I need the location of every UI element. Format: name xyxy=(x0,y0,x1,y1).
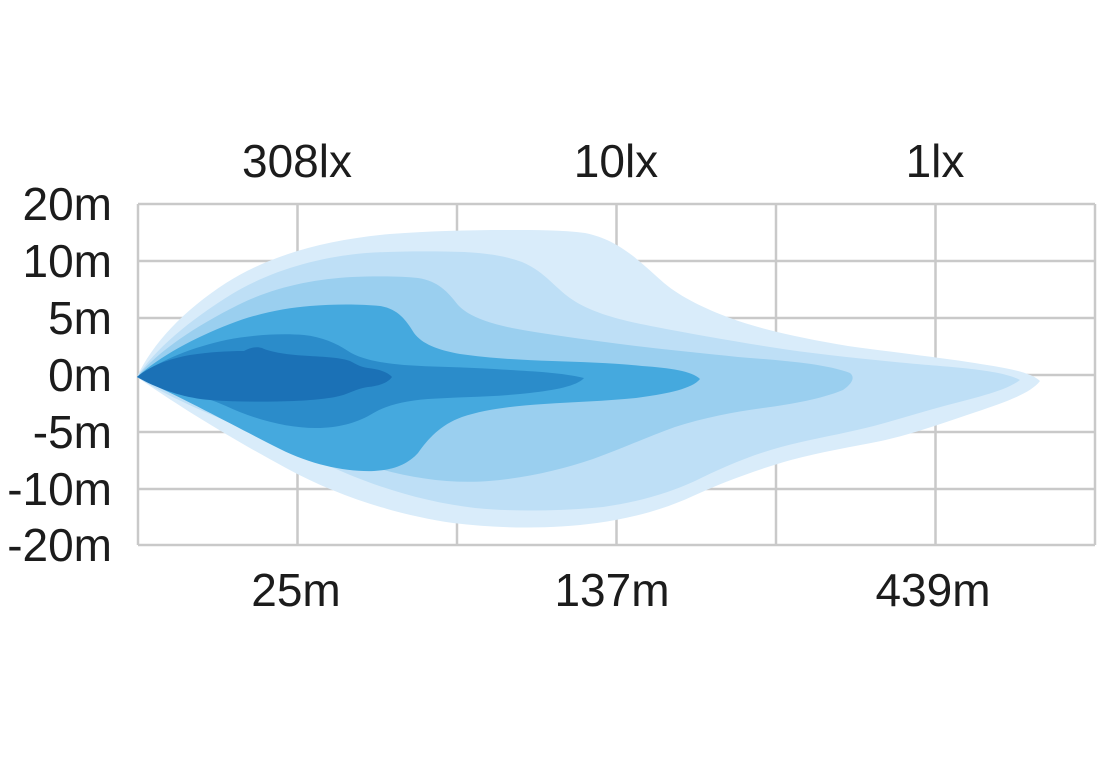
bottom-axis-label-137m: 137m xyxy=(554,564,669,616)
bottom-axis-label-439m: 439m xyxy=(875,564,990,616)
beam-contour-6-core xyxy=(137,347,392,402)
left-axis-label-10m: 10m xyxy=(23,235,112,287)
left-axis-labels: 20m 10m 5m 0m -5m -10m -20m xyxy=(7,178,112,571)
left-axis-label-5m: 5m xyxy=(48,292,112,344)
bottom-axis-label-25m: 25m xyxy=(251,564,340,616)
left-axis-label-neg5m: -5m xyxy=(33,406,112,458)
left-axis-label-neg20m: -20m xyxy=(7,519,112,571)
left-axis-label-0m: 0m xyxy=(48,349,112,401)
bottom-axis-labels: 25m 137m 439m xyxy=(251,564,990,616)
top-axis-labels: 308lx 10lx 1lx xyxy=(242,135,964,187)
left-axis-label-neg10m: -10m xyxy=(7,463,112,515)
left-axis-label-20m: 20m xyxy=(23,178,112,230)
top-axis-label-1lx: 1lx xyxy=(906,135,965,187)
top-axis-label-308lx: 308lx xyxy=(242,135,352,187)
top-axis-label-10lx: 10lx xyxy=(574,135,658,187)
beam-contours xyxy=(137,230,1040,528)
